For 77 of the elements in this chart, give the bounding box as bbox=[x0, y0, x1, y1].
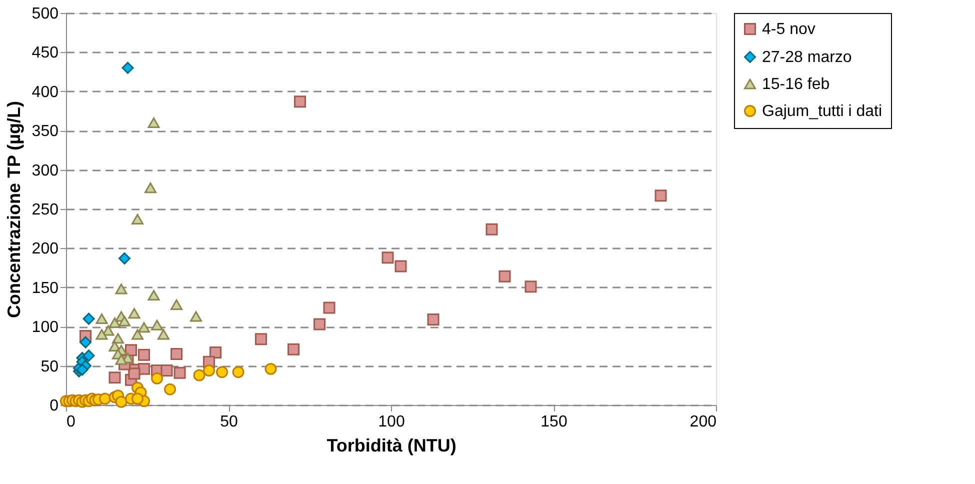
point bbox=[115, 396, 128, 408]
point bbox=[170, 348, 182, 360]
point bbox=[128, 368, 140, 380]
point bbox=[108, 372, 121, 384]
point bbox=[138, 348, 150, 361]
point bbox=[128, 308, 140, 319]
point bbox=[210, 346, 222, 358]
point bbox=[82, 350, 95, 362]
point bbox=[394, 260, 407, 272]
point bbox=[151, 320, 163, 330]
point bbox=[193, 369, 206, 382]
point bbox=[524, 280, 537, 293]
x-tick-label: 0 bbox=[66, 414, 76, 430]
y-tick-label: 200 bbox=[32, 240, 59, 258]
point bbox=[164, 383, 176, 396]
point bbox=[323, 302, 336, 314]
point bbox=[288, 343, 300, 356]
point bbox=[132, 392, 144, 405]
point bbox=[96, 313, 108, 324]
y-tick-label: 0 bbox=[50, 398, 59, 414]
y-tick-label: 250 bbox=[32, 202, 59, 218]
point bbox=[264, 362, 277, 375]
point bbox=[158, 329, 170, 340]
point bbox=[427, 314, 440, 326]
x-tick-label: 200 bbox=[690, 414, 717, 430]
point bbox=[76, 364, 88, 376]
point bbox=[174, 366, 186, 379]
point bbox=[203, 364, 215, 376]
legend-label: 4-5 nov bbox=[762, 21, 816, 38]
point bbox=[96, 329, 108, 340]
y-tick-label: 450 bbox=[32, 44, 59, 62]
point bbox=[216, 366, 228, 378]
y-tick-label: 50 bbox=[40, 358, 59, 376]
point bbox=[170, 299, 182, 310]
point bbox=[132, 329, 144, 340]
point bbox=[190, 311, 202, 322]
point bbox=[99, 392, 111, 405]
point bbox=[122, 62, 134, 74]
point bbox=[132, 214, 144, 224]
y-axis-title: Concentrazione TP (µg/L) bbox=[4, 100, 24, 318]
point bbox=[486, 223, 498, 236]
point bbox=[314, 318, 326, 330]
point bbox=[148, 117, 160, 128]
legend-label: Gajum_tutti i dati bbox=[762, 103, 882, 120]
y-tick-label: 150 bbox=[32, 280, 59, 297]
legend-label: 15-16 feb bbox=[762, 76, 830, 93]
x-tick-label: 100 bbox=[378, 414, 405, 430]
point bbox=[125, 344, 137, 356]
point bbox=[148, 290, 160, 301]
legend-label: 27-28 marzo bbox=[762, 49, 852, 66]
y-tick-label: 350 bbox=[32, 123, 59, 140]
x-tick-label: 150 bbox=[540, 414, 568, 430]
point bbox=[294, 96, 306, 108]
point bbox=[115, 284, 128, 294]
x-tick-label: 50 bbox=[220, 414, 238, 430]
point bbox=[80, 336, 92, 348]
y-tick-label: 100 bbox=[32, 319, 59, 336]
point bbox=[82, 312, 95, 325]
point bbox=[654, 190, 667, 202]
point bbox=[160, 364, 173, 376]
point bbox=[138, 362, 150, 375]
y-tick-label: 500 bbox=[32, 6, 59, 22]
point bbox=[151, 372, 163, 384]
point bbox=[255, 333, 267, 346]
point bbox=[108, 317, 121, 328]
y-tick-label: 300 bbox=[32, 162, 59, 180]
point bbox=[498, 270, 511, 282]
point bbox=[102, 325, 114, 336]
point bbox=[144, 182, 156, 194]
point bbox=[112, 333, 124, 344]
x-axis-title: Torbidità (NTU) bbox=[326, 436, 456, 456]
point bbox=[118, 252, 130, 264]
point bbox=[118, 316, 130, 326]
point bbox=[232, 366, 244, 378]
point bbox=[382, 252, 394, 264]
point bbox=[138, 322, 150, 333]
y-tick-label: 400 bbox=[32, 84, 59, 101]
